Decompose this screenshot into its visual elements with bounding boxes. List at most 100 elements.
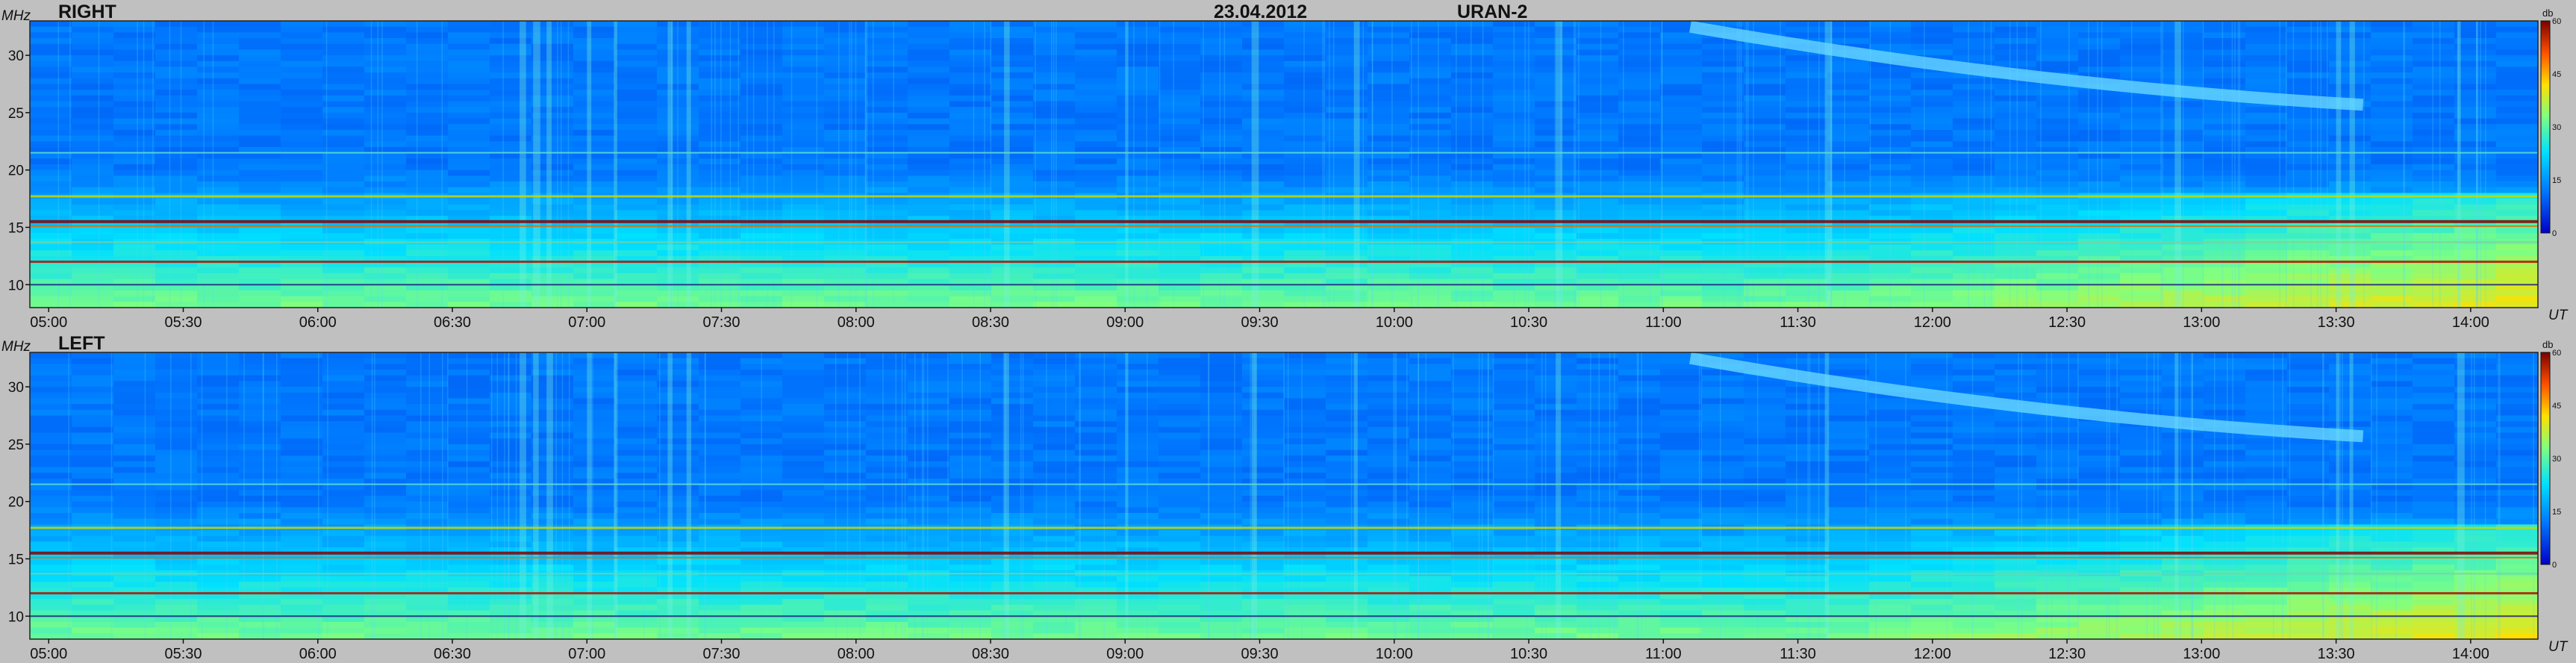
spectrogram-cell (2287, 284, 2330, 291)
spectrogram-cell (113, 443, 156, 451)
spectrogram-cell (2078, 398, 2121, 405)
spectrogram-cell (1284, 233, 1326, 240)
spectrogram-cell (1577, 284, 1619, 291)
spectrogram-cell (699, 118, 741, 125)
spectrogram-cell (72, 392, 114, 399)
spectrogram-cell (824, 250, 867, 257)
spectrogram-cell (1618, 199, 1661, 205)
spectrogram-cell (782, 21, 825, 28)
spectrogram-cell (1869, 426, 1912, 434)
spectrogram-cell (1702, 107, 1744, 113)
spectrogram-cell (2078, 147, 2121, 154)
spectrogram-cell (1744, 426, 1786, 434)
spectrogram-cell (573, 233, 616, 240)
spectrogram-cell (1117, 455, 1159, 462)
spectrogram-cell (281, 375, 323, 382)
spectrogram-cell (2329, 124, 2371, 131)
spectrogram-cell (824, 227, 867, 234)
spectrogram-cell (699, 513, 741, 520)
spectrogram-cell (2454, 261, 2497, 268)
spectrogram-cell (1493, 72, 1535, 79)
spectrogram-cell (2120, 227, 2162, 234)
spectrogram-cell (2329, 484, 2371, 491)
spectrogram-cell (1117, 210, 1159, 217)
spectrogram-cell (1409, 381, 1452, 387)
spectrogram-cell (155, 421, 198, 428)
spectrogram-cell (2371, 78, 2413, 85)
spectrogram-cell (2413, 255, 2455, 263)
spectrogram-cell (1200, 66, 1243, 73)
spectrogram-cell (1869, 421, 1912, 428)
spectrogram-cell (1995, 141, 2037, 148)
spectrogram-cell (2245, 169, 2288, 176)
spectrogram-cell (406, 501, 449, 508)
spectrogram-cell (364, 107, 407, 113)
spectrogram-cell (1409, 273, 1452, 280)
spectrogram-cell (699, 261, 741, 268)
interference-stripe (2476, 21, 2477, 308)
spectrogram-cell (239, 364, 281, 370)
spectrogram-cell (2287, 381, 2330, 387)
spectrogram-cell (1995, 118, 2037, 125)
spectrogram-cell (113, 90, 156, 96)
spectrogram-cell (2496, 273, 2539, 280)
spectrogram-cell (1367, 38, 1410, 45)
spectrogram-cell (2413, 60, 2455, 68)
spectrogram-cell (615, 221, 658, 228)
spectrogram-cell (531, 107, 574, 113)
spectrogram-cell (406, 455, 449, 462)
spectrogram-cell (1033, 387, 1076, 393)
spectrogram-cell (2120, 261, 2162, 268)
spectrogram-cell (2245, 267, 2288, 274)
spectrogram-cell (2496, 227, 2539, 234)
spectrogram-cell (1577, 118, 1619, 125)
spectrogram-cell (239, 302, 281, 308)
spectrogram-cell (2162, 473, 2204, 479)
spectrogram-cell (1953, 250, 1995, 257)
spectrogram-cell (2245, 38, 2288, 45)
interference-stripe (1322, 21, 1323, 308)
spectrogram-cell (1409, 473, 1452, 479)
spectrogram-cell (155, 227, 198, 234)
spectrogram-cell (531, 467, 574, 473)
spectrogram-cell (1786, 181, 1828, 188)
spectrogram-cell (1827, 358, 1870, 364)
spectrogram-cell (490, 49, 532, 56)
spectrogram-cell (1033, 66, 1076, 73)
spectrogram-cell (1744, 66, 1786, 73)
spectrogram-cell (1409, 129, 1452, 137)
spectrogram-cell (1326, 210, 1368, 217)
spectrogram-cell (448, 107, 490, 113)
spectrogram-cell (2120, 175, 2162, 182)
spectrogram-cell (30, 118, 72, 125)
spectrogram-cell (490, 135, 532, 142)
spectrogram-cell (30, 518, 72, 525)
spectrogram-cell (991, 152, 1034, 159)
spectrogram-cell (1827, 438, 1870, 445)
spectrogram-cell (949, 43, 992, 50)
spectrogram-cell (1409, 455, 1452, 462)
spectrogram-cell (1409, 118, 1452, 125)
spectrogram-cell (949, 352, 992, 359)
spectrogram-cell (1284, 473, 1326, 479)
spectrogram-cell (1660, 484, 1703, 491)
interference-stripe (851, 21, 852, 308)
spectrogram-cell (949, 284, 992, 291)
spectrogram-cell (573, 84, 616, 90)
spectrogram-cell (1117, 461, 1159, 468)
spectrogram-cell (2454, 187, 2497, 193)
spectrogram-cell (1786, 169, 1828, 176)
spectrogram-cell (1869, 284, 1912, 291)
spectrogram-cell (1827, 479, 1870, 485)
spectrogram-cell (699, 66, 741, 73)
spectrogram-cell (531, 135, 574, 142)
interference-stripe (2439, 21, 2441, 308)
spectrogram-cell (2454, 32, 2497, 39)
spectrogram-cell (322, 135, 365, 142)
spectrogram-cell (1200, 455, 1243, 462)
spectrogram-cell (1869, 129, 1912, 137)
spectrogram-cell (1786, 415, 1828, 422)
spectrogram-cell (364, 273, 407, 280)
spectrogram-cell (322, 38, 365, 45)
spectrogram-cell (72, 484, 114, 491)
